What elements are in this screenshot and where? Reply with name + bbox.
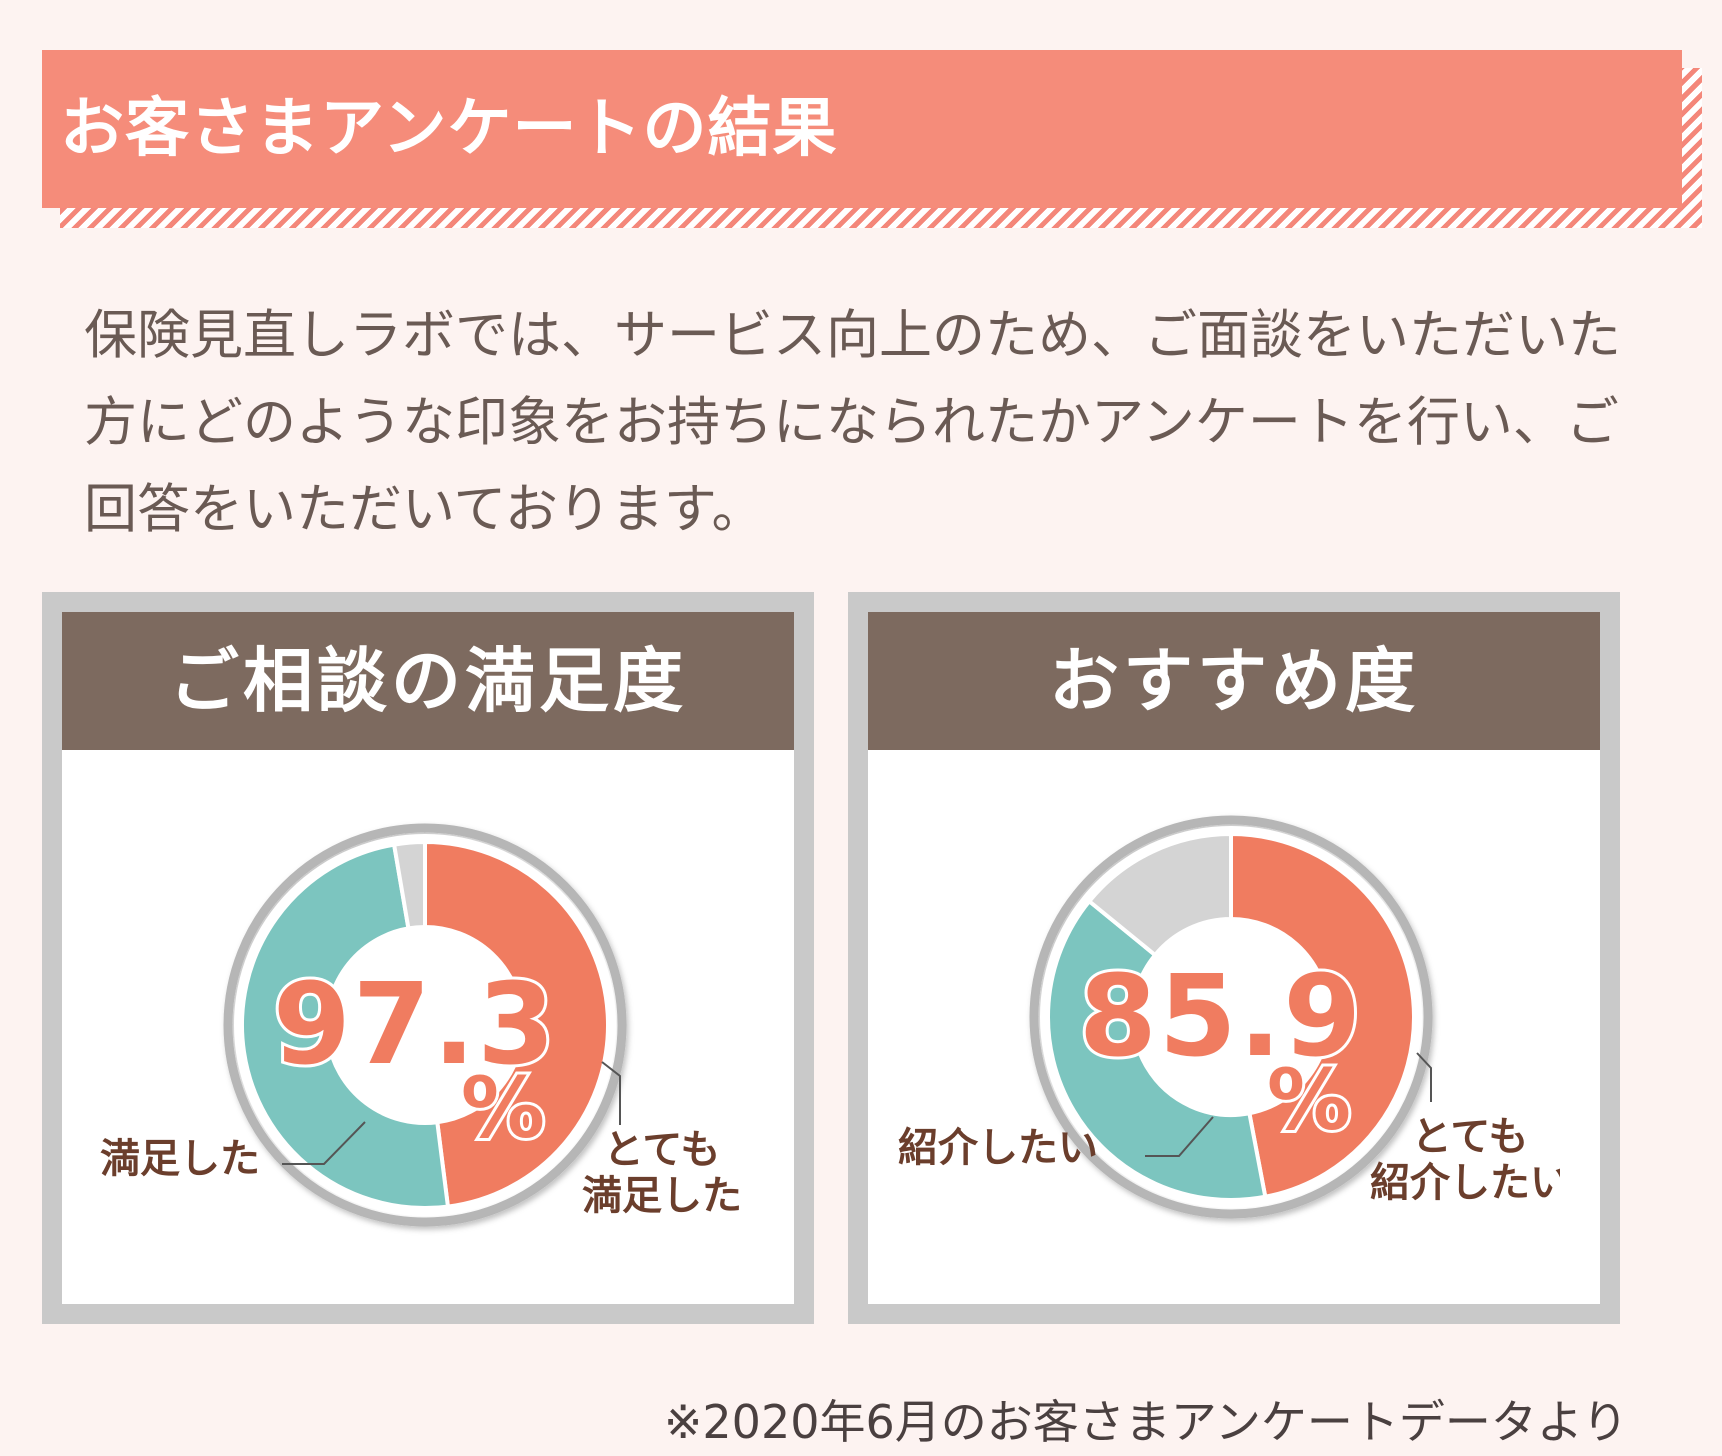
center-percent-sign: % [461,1059,545,1157]
header-bar: お客さまアンケートの結果 [42,50,1682,208]
label-high: とても満足した [582,1127,742,1219]
section-title: お客さまアンケートの結果 [60,92,838,166]
label-mid: 紹介したい [898,1125,1098,1171]
donut-outer-ring [1029,815,1433,1219]
center-percent-sign: % [1267,1051,1351,1149]
label-mid: 満足した [100,1136,260,1182]
leader-line-mid [282,1121,366,1165]
footnote: ※2020年6月のお客さまアンケートデータより [663,1395,1628,1449]
donut-hole [1133,919,1329,1115]
section-header: お客さまアンケートの結果 [42,50,1702,228]
recommendation-title: おすすめ度 [868,612,1600,750]
leader-line-high [601,1061,621,1125]
intro-text: 保険見直しラボでは、サービス向上のため、ご面談をいただいた方にどのような印象をお… [84,305,1621,540]
label-high: とても紹介したい [1370,1114,1560,1206]
center-percentage: 97.3 [273,960,557,1090]
leader-line-mid [1145,1116,1214,1157]
donut-outer-ring [223,823,627,1227]
center-percentage: 85.9 [1079,952,1363,1082]
satisfaction-title: ご相談の満足度 [62,612,794,750]
recommendation-donut-chart: 85.9% とても紹介したい 紹介したい [898,815,1560,1219]
satisfaction-donut-chart: 97.3% とても満足した 満足した [100,823,742,1227]
recommendation-card: おすすめ度 85.9% とても紹介したい 紹介したい [848,592,1620,1324]
satisfaction-card: ご相談の満足度 97.3% とても満足した 満足した [42,592,814,1324]
donut-hole [327,927,523,1123]
leader-line-high [1416,1052,1432,1102]
